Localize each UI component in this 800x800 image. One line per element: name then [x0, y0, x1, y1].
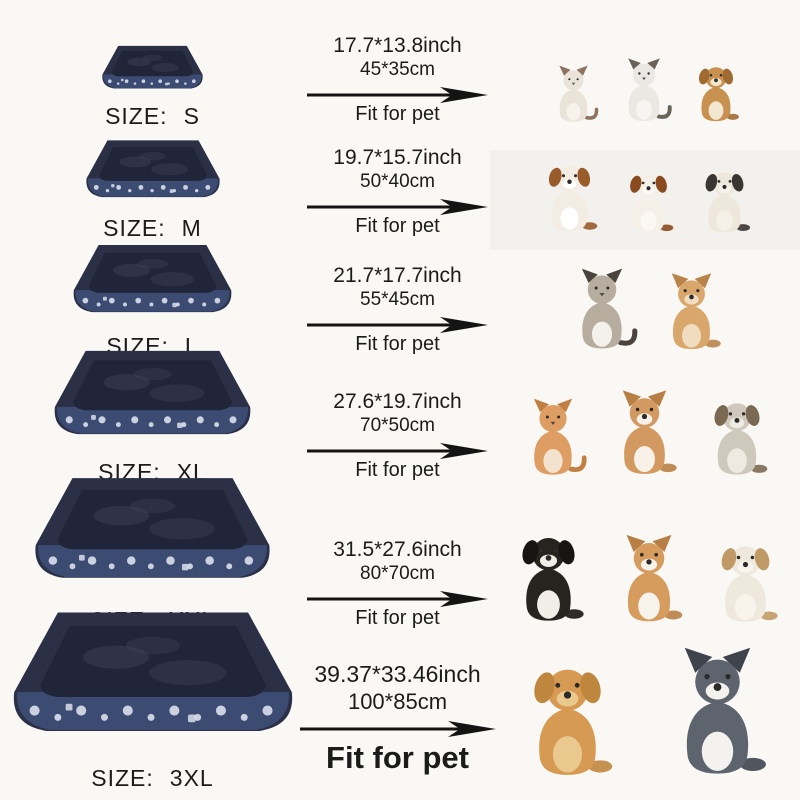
dimension-inches: 19.7*15.7inch	[333, 146, 462, 169]
size-value: 3XL	[169, 765, 214, 791]
size-row-l: SIZE: L 21.7*17.7inch 55*45cm Fit for pet	[0, 245, 800, 368]
arrow-icon	[305, 83, 490, 103]
golden-retriever-icon	[507, 644, 628, 792]
pet-bed-image	[100, 40, 205, 100]
pet-bed-image	[50, 340, 255, 456]
pet-group	[490, 518, 800, 642]
arrow-icon	[305, 313, 490, 333]
dimension-cm: 80*70cm	[360, 563, 435, 584]
siamese-kitten-icon	[611, 50, 677, 130]
dimension-inches: 31.5*27.6inch	[333, 538, 462, 561]
dimension-cm: 55*45cm	[360, 289, 435, 310]
arrow-icon	[305, 439, 490, 459]
arrow-icon	[298, 717, 498, 737]
pug-puppy-icon	[690, 158, 759, 242]
jack-russell-puppy-icon	[532, 150, 607, 242]
size-prefix: SIZE:	[91, 765, 154, 791]
english-bulldog-icon	[702, 528, 789, 634]
dimension-inches: 21.7*17.7inch	[333, 264, 462, 287]
size-value: S	[183, 103, 200, 129]
orange-tabby-cat-icon	[513, 388, 593, 486]
corgi-icon	[601, 380, 688, 486]
dimension-cm: 70*50cm	[360, 415, 435, 436]
border-collie-icon	[501, 518, 596, 634]
size-label: SIZE: S	[105, 103, 200, 130]
size-prefix: SIZE:	[103, 215, 166, 241]
dimension-cm: 45*35cm	[360, 59, 435, 80]
pet-group	[490, 150, 800, 250]
size-prefix: SIZE:	[105, 103, 168, 129]
pet-bed-image	[30, 465, 275, 604]
fit-for-pet-label: Fit for pet	[355, 103, 440, 125]
size-row-3xl: SIZE: 3XL 39.37*33.46inch 100*85cm Fit fo…	[0, 612, 800, 800]
corgi-2-icon	[604, 524, 694, 634]
fit-for-pet-label: Fit for pet	[355, 459, 440, 481]
pet-bed-image	[70, 236, 235, 330]
brown-white-puppy-icon	[615, 160, 682, 242]
pet-group	[490, 50, 800, 138]
pet-group	[490, 380, 800, 494]
dimension-inches: 27.6*19.7inch	[333, 390, 462, 413]
arrow-icon	[305, 195, 490, 215]
size-label: SIZE: 3XL	[91, 765, 213, 792]
size-row-xl: SIZE: XL 27.6*19.7inch 70*50cm Fit for pe…	[0, 350, 800, 494]
size-value: M	[181, 215, 202, 241]
size-row-m: SIZE: M 19.7*15.7inch 50*40cm Fit for pet	[0, 138, 800, 250]
dimension-inches: 17.7*13.8inch	[333, 34, 462, 57]
dimension-inches: 39.37*33.46inch	[314, 661, 481, 687]
fit-for-pet-label: Fit for pet	[355, 333, 440, 355]
dimension-cm: 50*40cm	[360, 171, 435, 192]
pet-group	[490, 632, 800, 800]
fit-for-pet-label: Fit for pet	[355, 607, 440, 629]
fit-for-pet-label: Fit for pet	[355, 215, 440, 237]
arrow-icon	[305, 587, 490, 607]
tan-puppy-icon	[685, 54, 747, 130]
husky-icon	[652, 632, 783, 792]
chihuahua-icon	[652, 264, 731, 360]
cream-kitten-icon	[544, 58, 603, 130]
fit-for-pet-label: Fit for pet	[326, 740, 469, 775]
pet-bed-image	[83, 133, 223, 212]
dimension-cm: 100*85cm	[347, 689, 448, 714]
pet-group	[490, 258, 800, 368]
size-row-s: SIZE: S 17.7*13.8inch 45*35cm Fit for pet	[0, 0, 800, 138]
size-label: SIZE: M	[103, 215, 202, 242]
gray-white-cat-icon	[560, 258, 644, 360]
jack-russell-dog-icon	[696, 386, 778, 486]
pet-bed-image	[7, 597, 299, 762]
